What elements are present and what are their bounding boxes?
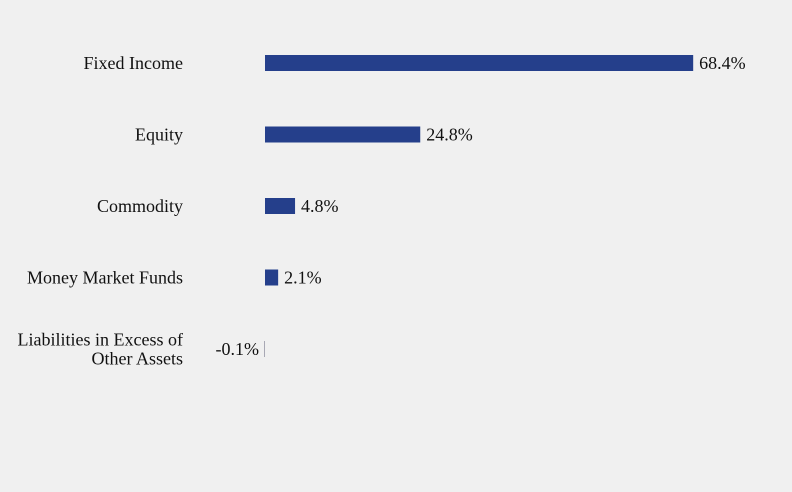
bar: [265, 269, 279, 286]
category-label: Other Assets: [92, 349, 184, 369]
bar: [265, 55, 694, 71]
category-label: Liabilities in Excess of: [18, 330, 183, 350]
bar: [265, 126, 421, 143]
value-label: 2.1%: [284, 268, 322, 288]
category-label: Fixed Income: [84, 53, 183, 73]
value-label: 24.8%: [426, 125, 473, 145]
value-label: 68.4%: [699, 53, 746, 73]
category-label: Commodity: [97, 196, 183, 216]
category-label: Money Market Funds: [27, 268, 183, 288]
value-label: -0.1%: [216, 339, 260, 359]
category-label: Equity: [135, 125, 183, 145]
bar: [265, 198, 296, 214]
bar: [264, 341, 265, 357]
value-label: 4.8%: [301, 196, 339, 216]
